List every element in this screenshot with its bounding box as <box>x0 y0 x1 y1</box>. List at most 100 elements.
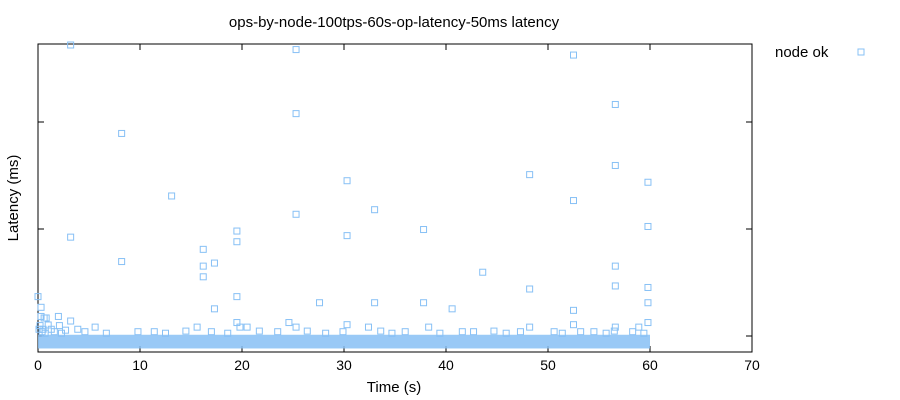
data-point <box>54 312 62 320</box>
data-point <box>233 227 241 235</box>
data-point <box>67 41 75 49</box>
data-point <box>644 222 652 230</box>
data-point <box>55 322 63 330</box>
data-point <box>470 328 478 336</box>
data-point <box>502 329 510 337</box>
data-point <box>420 299 428 307</box>
data-point <box>343 321 351 329</box>
data-point <box>343 177 351 185</box>
data-point <box>610 327 618 335</box>
data-point <box>371 299 379 307</box>
dense-band-fill <box>38 334 650 349</box>
data-point <box>255 327 263 335</box>
data-point <box>236 323 244 331</box>
data-point <box>490 327 498 335</box>
data-point <box>377 327 385 335</box>
data-point <box>611 100 619 108</box>
data-point <box>371 206 379 214</box>
data-point <box>292 210 300 218</box>
data-point <box>629 328 637 336</box>
dense-points-band <box>38 334 650 349</box>
data-point <box>233 238 241 246</box>
data-point <box>199 273 207 281</box>
data-point <box>644 283 652 291</box>
data-point <box>526 171 534 179</box>
data-point <box>570 321 577 329</box>
data-point <box>193 323 201 331</box>
x-tick-label: 10 <box>132 357 148 373</box>
data-point <box>102 329 110 337</box>
data-point <box>644 319 652 327</box>
data-point <box>292 46 300 54</box>
data-point <box>644 178 652 186</box>
data-point <box>74 325 82 333</box>
data-point <box>168 192 176 200</box>
x-axis-label: Time (s) <box>367 379 421 396</box>
data-point <box>635 323 643 331</box>
data-point <box>322 329 330 337</box>
data-point <box>118 129 126 137</box>
data-point <box>602 329 610 337</box>
data-point <box>150 328 158 336</box>
data-point <box>611 262 619 270</box>
data-point <box>448 305 456 313</box>
data-point <box>224 329 232 337</box>
data-point <box>644 299 652 307</box>
x-tick-label: 60 <box>642 357 658 373</box>
data-point <box>611 323 619 331</box>
legend-marker <box>857 48 865 56</box>
data-point <box>570 197 577 205</box>
data-point <box>67 233 75 241</box>
x-tick-label: 30 <box>336 357 352 373</box>
data-point <box>550 328 558 336</box>
data-point <box>303 327 311 335</box>
data-point <box>162 329 169 337</box>
data-point <box>401 328 409 336</box>
data-point <box>570 51 577 59</box>
legend: node ok <box>775 44 865 61</box>
x-tick-label: 20 <box>234 357 250 373</box>
data-point <box>292 110 300 118</box>
data-point <box>134 328 142 336</box>
data-point <box>339 328 347 336</box>
data-point <box>81 328 89 336</box>
data-point <box>364 323 372 331</box>
data-point <box>118 258 126 266</box>
data-point <box>67 317 75 325</box>
data-point <box>577 328 585 336</box>
data-point <box>210 305 218 313</box>
data-points <box>34 41 652 337</box>
data-point <box>37 303 45 311</box>
data-point <box>640 329 648 337</box>
data-point <box>611 161 619 169</box>
y-axis-label: Latency (ms) <box>5 155 22 242</box>
data-point <box>558 329 566 337</box>
data-point <box>526 285 534 293</box>
data-point <box>233 293 241 301</box>
data-point <box>570 306 577 314</box>
data-point <box>479 268 487 276</box>
x-tick-label: 70 <box>744 357 760 373</box>
data-point <box>91 323 99 331</box>
data-point <box>285 319 293 327</box>
data-point <box>210 259 218 267</box>
data-point <box>343 232 351 240</box>
data-point <box>274 328 282 336</box>
plot-area <box>37 43 753 353</box>
data-point <box>57 329 65 337</box>
data-point <box>425 323 433 331</box>
data-point <box>42 314 50 322</box>
data-point <box>41 329 49 337</box>
data-point <box>199 262 207 270</box>
chart-title: ops-by-node-100tps-60s-op-latency-50ms l… <box>229 14 560 31</box>
data-point <box>316 299 324 307</box>
data-point <box>388 329 396 337</box>
data-point <box>243 323 251 331</box>
data-point <box>611 282 619 290</box>
data-point <box>458 328 466 336</box>
data-point <box>526 323 534 331</box>
data-point <box>292 323 300 331</box>
data-point <box>34 293 42 301</box>
x-tick-label: 0 <box>34 357 42 373</box>
